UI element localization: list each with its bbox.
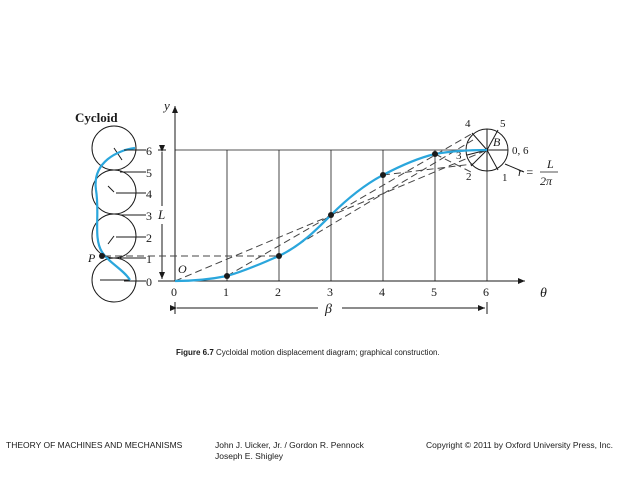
x-tick-2: 2 bbox=[275, 285, 281, 299]
circle-center-label: B bbox=[493, 135, 501, 149]
curve-point-4 bbox=[380, 172, 386, 178]
footer-book-title: THEORY OF MACHINES AND MECHANISMS bbox=[6, 440, 183, 450]
y-tick-4: 4 bbox=[146, 187, 152, 201]
mark-4: 4 bbox=[465, 118, 471, 130]
curve-point-5 bbox=[432, 151, 438, 157]
point-p-label: P bbox=[87, 251, 96, 265]
radius-numerator: L bbox=[546, 157, 554, 171]
rolling-circles bbox=[91, 125, 137, 303]
curve-points bbox=[99, 151, 438, 279]
footer-authors-line1: John J. Uicker, Jr. / Gordon R. Pennock bbox=[215, 440, 364, 450]
x-tick-0: 0 bbox=[171, 285, 177, 299]
curve-point-2 bbox=[276, 253, 282, 259]
left-cycloid-curve bbox=[94, 146, 136, 281]
mark-1: 1 bbox=[502, 172, 508, 184]
mark-0-6: 0, 6 bbox=[512, 145, 529, 157]
y-tick-labels: 6 5 4 3 2 1 0 bbox=[146, 144, 152, 289]
tick-arrows bbox=[116, 149, 146, 282]
y-tick-6: 6 bbox=[146, 144, 152, 158]
x-tick-6: 6 bbox=[483, 285, 489, 299]
point-p bbox=[99, 253, 105, 259]
circle-marks: 4 5 0, 6 3 2 1 bbox=[456, 118, 529, 184]
y-tick-0: 0 bbox=[146, 275, 152, 289]
y-tick-1: 1 bbox=[146, 252, 152, 266]
y-tick-3: 3 bbox=[146, 209, 152, 223]
footer-authors: John J. Uicker, Jr. / Gordon R. Pennock … bbox=[215, 440, 395, 462]
x-tick-labels: 0 1 2 3 4 5 6 bbox=[171, 285, 489, 299]
figure-caption-text: Cycloidal motion displacement diagram; g… bbox=[213, 348, 440, 357]
figure-caption: Figure 6.7 Cycloidal motion displacement… bbox=[176, 348, 440, 357]
beta-dimension bbox=[170, 302, 488, 314]
radius-denominator: 2π bbox=[540, 174, 553, 188]
mark-5: 5 bbox=[500, 118, 506, 130]
y-axis-label: y bbox=[162, 98, 170, 113]
y-tick-2: 2 bbox=[146, 231, 152, 245]
footer-authors-line2: Joseph E. Shigley bbox=[215, 451, 284, 461]
x-axis-label: θ bbox=[540, 286, 547, 301]
radius-leader bbox=[504, 163, 525, 173]
origin-label: O bbox=[178, 262, 187, 276]
x-tick-5: 5 bbox=[431, 285, 437, 299]
cycloid-label: Cycloid bbox=[75, 110, 118, 125]
rolling-circle-4 bbox=[91, 257, 137, 303]
curve-point-3 bbox=[328, 212, 334, 218]
lift-dimension bbox=[158, 145, 166, 282]
lift-label: L bbox=[157, 207, 165, 222]
mark-3: 3 bbox=[456, 150, 462, 162]
x-tick-4: 4 bbox=[379, 285, 385, 299]
radius-label: r = bbox=[518, 165, 534, 179]
y-tick-5: 5 bbox=[146, 166, 152, 180]
curve-point-1 bbox=[224, 273, 230, 279]
beta-label: β bbox=[324, 302, 332, 317]
footer-copyright: Copyright © 2011 by Oxford University Pr… bbox=[426, 440, 614, 450]
mark-2: 2 bbox=[466, 171, 472, 183]
figure-number: Figure 6.7 bbox=[176, 348, 214, 357]
x-tick-3: 3 bbox=[327, 285, 333, 299]
x-tick-1: 1 bbox=[223, 285, 229, 299]
